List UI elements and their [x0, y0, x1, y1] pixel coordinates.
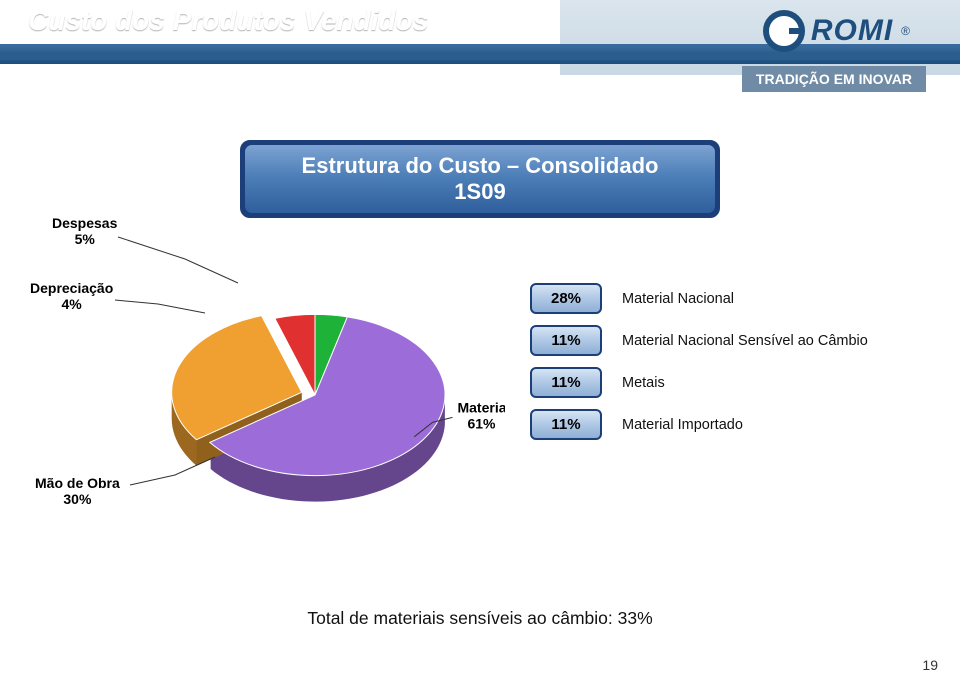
label-depreciacao: Depreciação 4%	[30, 280, 113, 312]
label-despesas-name: Despesas	[52, 215, 117, 231]
breakdown-text: Material Nacional	[622, 291, 734, 307]
pie-svg: Material61%	[165, 245, 505, 545]
breakdown-row: 11% Material Nacional Sensível ao Câmbio	[530, 325, 868, 356]
page-title: Custo dos Produtos Vendidos	[28, 5, 428, 37]
brand-tagline: TRADIÇÃO EM INOVAR	[742, 66, 926, 92]
label-maodeobra: Mão de Obra 30%	[35, 475, 120, 507]
registered-mark: ®	[901, 24, 910, 38]
label-despesas: Despesas 5%	[52, 215, 117, 247]
breakdown-row: 28% Material Nacional	[530, 283, 868, 314]
breakdown-pct: 28%	[530, 283, 602, 314]
breakdown-row: 11% Metais	[530, 367, 868, 398]
breakdown-text: Material Importado	[622, 417, 743, 433]
title-bar-accent	[0, 52, 960, 60]
breakdown-row: 11% Material Importado	[530, 409, 868, 440]
brand-name: ROMI	[811, 14, 893, 48]
material-breakdown: 28% Material Nacional 11% Material Nacio…	[530, 283, 868, 440]
page-number: 19	[922, 657, 938, 673]
breakdown-text: Material Nacional Sensível ao Câmbio	[622, 333, 868, 349]
label-maodeobra-name: Mão de Obra	[35, 475, 120, 491]
pie-chart: Material61%	[165, 245, 505, 550]
label-maodeobra-pct: 30%	[35, 491, 120, 507]
breakdown-pct: 11%	[530, 325, 602, 356]
label-depreciacao-pct: 4%	[30, 296, 113, 312]
label-despesas-pct: 5%	[52, 231, 117, 247]
brand-logo: ROMI ®	[763, 10, 910, 52]
slide-header: Custo dos Produtos Vendidos ROMI ® TRADI…	[0, 0, 960, 95]
subtitle-text: Estrutura do Custo – Consolidado 1S09	[245, 145, 715, 213]
footer-note: Total de materiais sensíveis ao câmbio: …	[0, 608, 960, 629]
svg-text:Material61%: Material61%	[457, 399, 505, 431]
chart-area: Despesas 5% Depreciação 4% Mão de Obra 3…	[0, 225, 960, 585]
breakdown-pct: 11%	[530, 367, 602, 398]
brand-logo-icon	[763, 10, 805, 52]
breakdown-pct: 11%	[530, 409, 602, 440]
label-depreciacao-name: Depreciação	[30, 280, 113, 296]
breakdown-text: Metais	[622, 375, 665, 391]
subtitle-box: Estrutura do Custo – Consolidado 1S09	[240, 140, 720, 218]
